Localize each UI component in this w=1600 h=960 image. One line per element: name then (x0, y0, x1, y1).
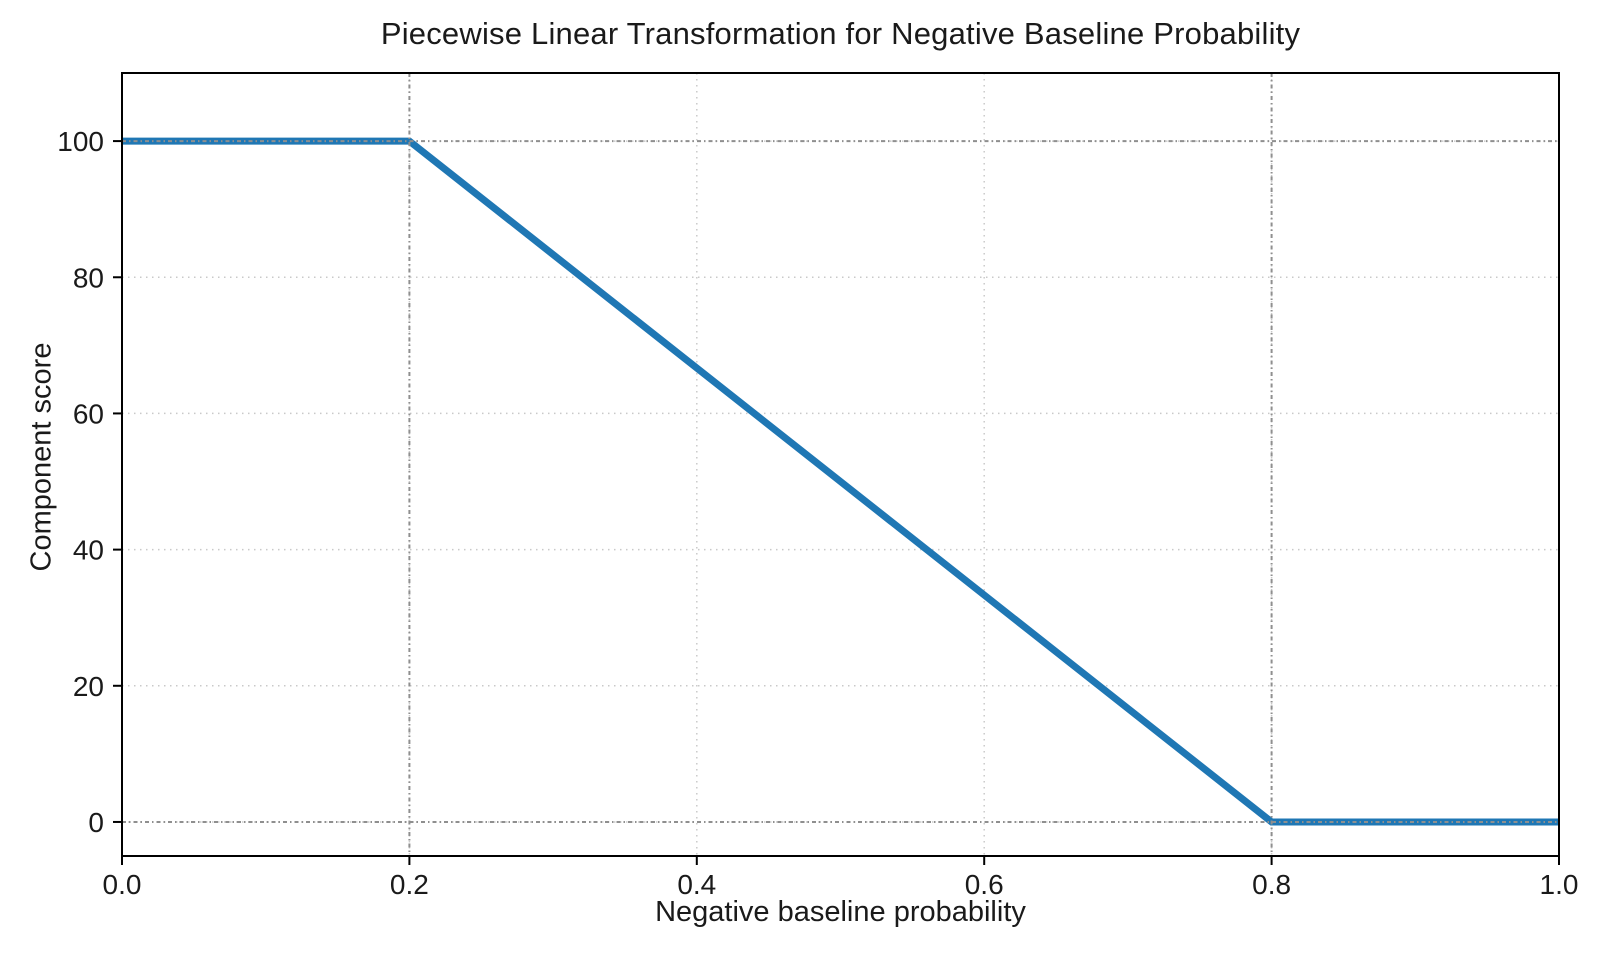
y-tick-label: 80 (73, 262, 104, 293)
x-tick-label: 0.2 (390, 869, 429, 900)
series-line (122, 137, 1559, 826)
y-tick-label: 20 (73, 671, 104, 702)
x-tick-label: 0.8 (1252, 869, 1291, 900)
axes-frame (121, 72, 1560, 857)
y-tick-label: 60 (73, 398, 104, 429)
y-tick-label: 0 (88, 807, 104, 838)
x-tick-label: 0.0 (103, 869, 142, 900)
x-tick-label: 0.4 (677, 869, 716, 900)
y-tick-label: 40 (73, 535, 104, 566)
chart-title: Piecewise Linear Transformation for Nega… (380, 16, 1301, 51)
x-tick-label: 0.6 (965, 869, 1004, 900)
x-tick-label: 1.0 (1540, 869, 1579, 900)
x-axis-label: Negative baseline probability (655, 896, 1026, 928)
y-tick-label: 100 (57, 126, 104, 157)
